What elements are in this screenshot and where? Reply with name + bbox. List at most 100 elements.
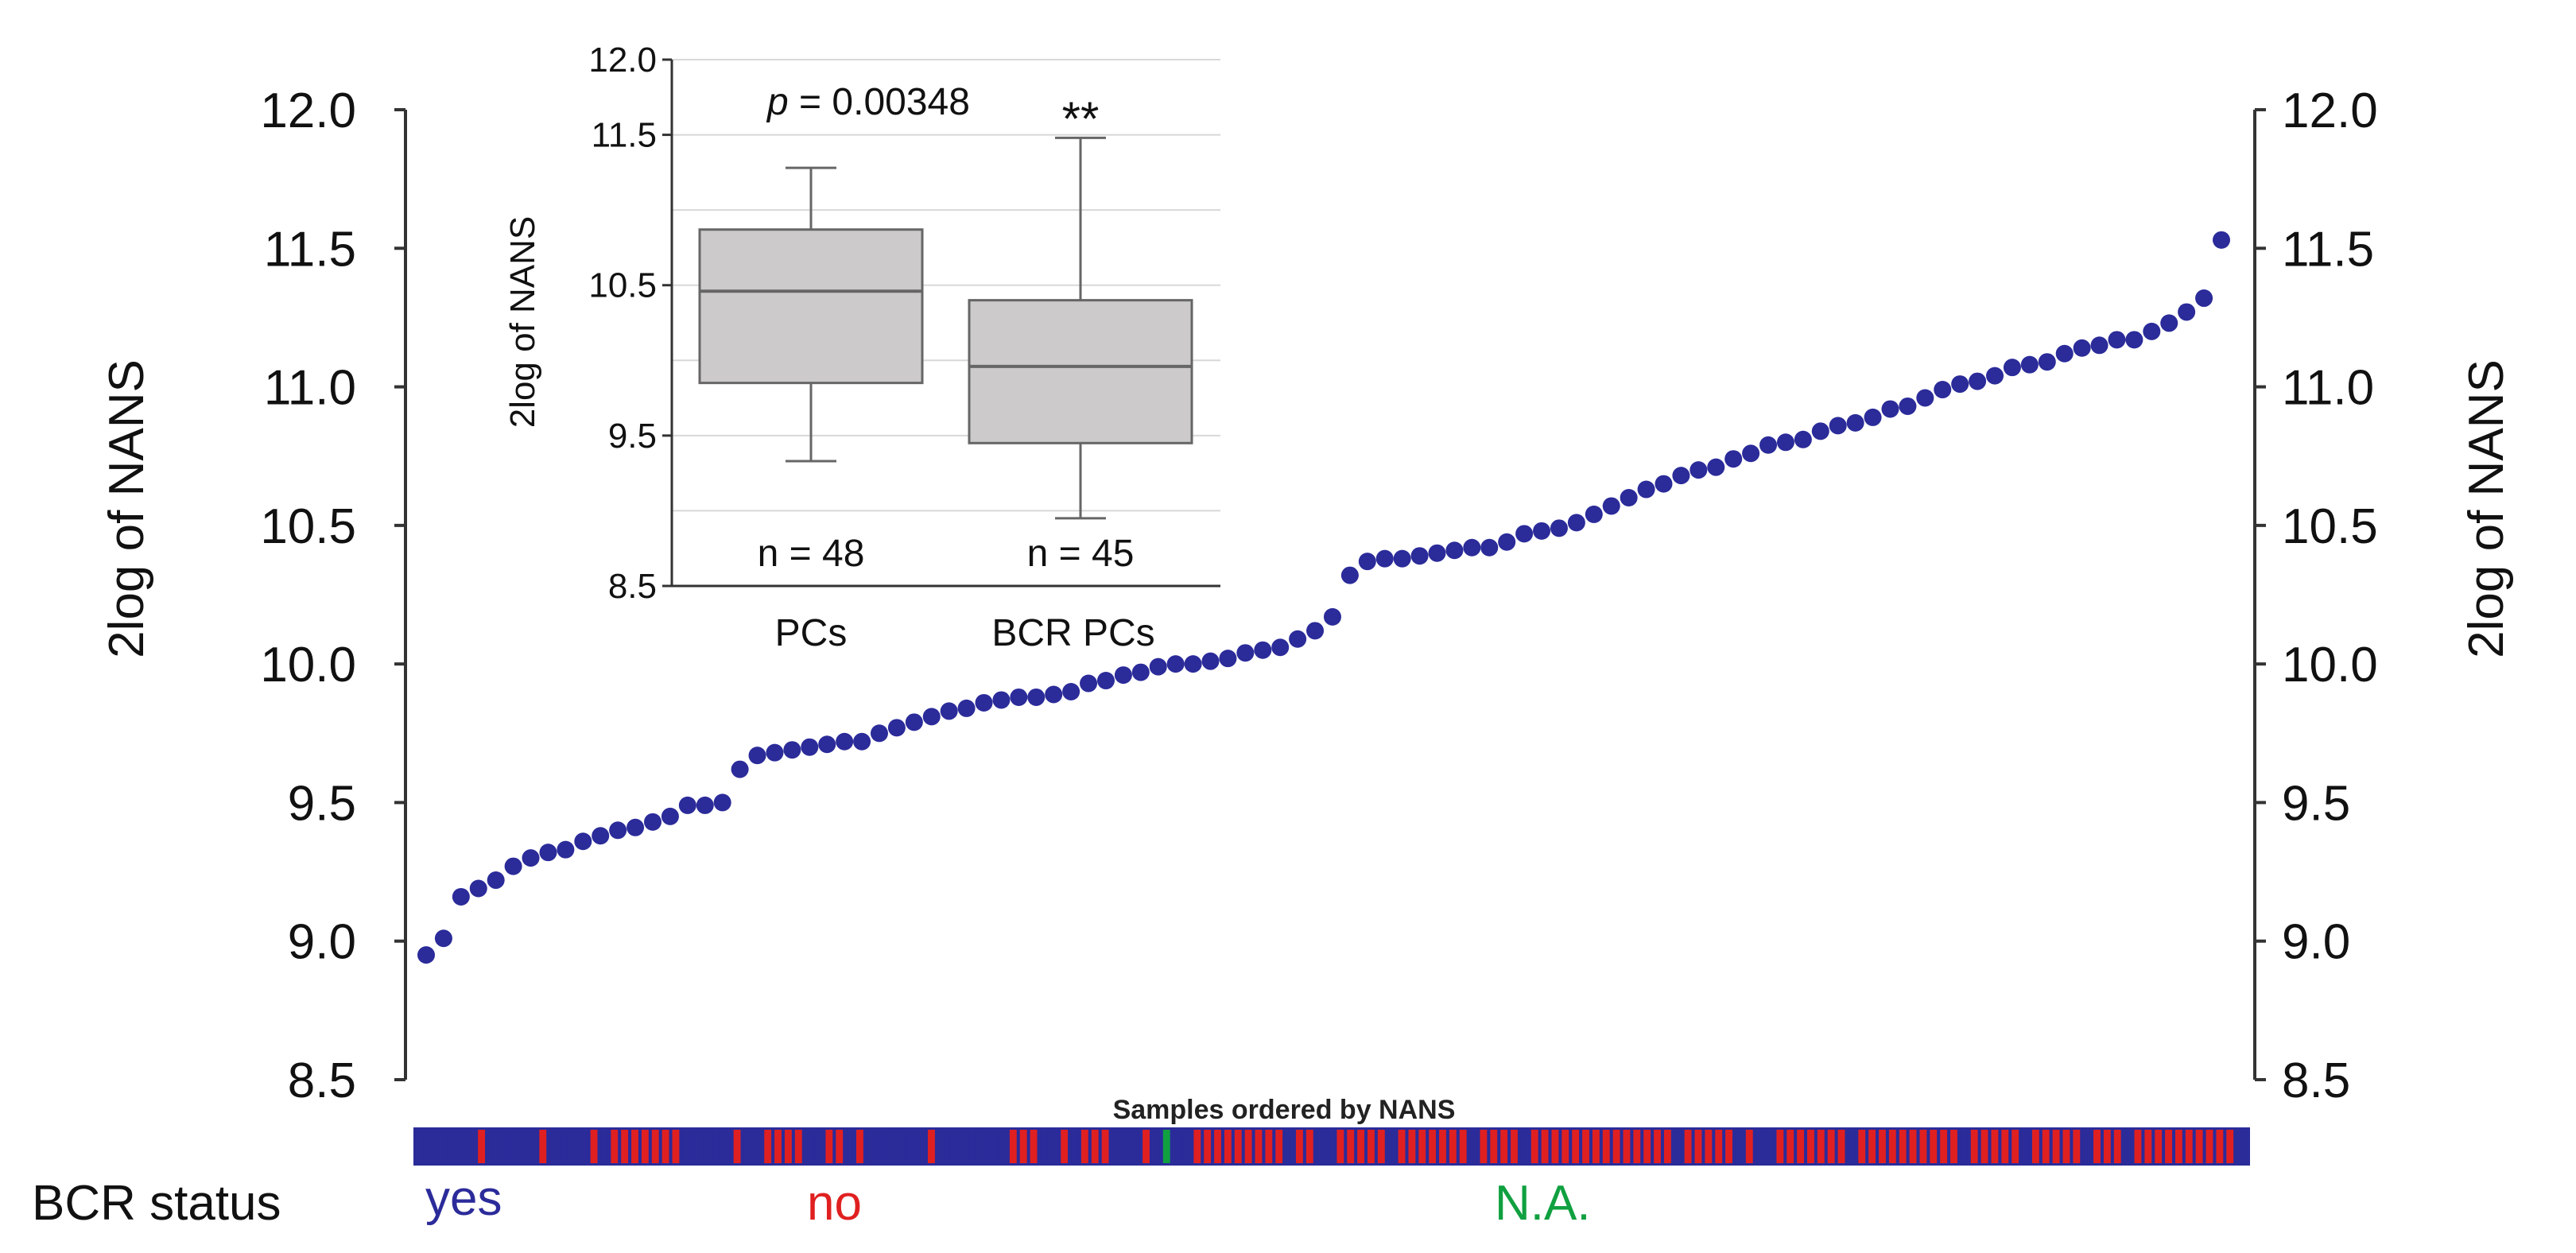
data-point — [1254, 641, 1272, 659]
status-cell — [928, 1130, 935, 1163]
status-cell — [508, 1130, 516, 1163]
status-cell — [1305, 1130, 1313, 1163]
status-cell — [580, 1130, 588, 1163]
status-cell — [1511, 1130, 1518, 1163]
status-cell — [2165, 1130, 2172, 1163]
status-cell — [457, 1130, 465, 1163]
box-0 — [698, 166, 924, 463]
data-point — [870, 724, 888, 743]
x-axis-label: Samples ordered by NANS — [1113, 1095, 1456, 1125]
data-point — [887, 719, 906, 737]
data-point — [1690, 461, 1708, 479]
status-cell — [1787, 1130, 1794, 1163]
status-cell — [1980, 1130, 1988, 1163]
data-point — [592, 827, 610, 845]
data-point — [1567, 514, 1585, 532]
data-point — [504, 857, 522, 875]
status-cell — [866, 1130, 874, 1163]
status-cell — [1183, 1130, 1191, 1163]
status-cell — [1715, 1130, 1723, 1163]
status-cell — [1336, 1130, 1344, 1163]
data-point — [1410, 547, 1429, 565]
status-cell — [651, 1130, 659, 1163]
status-cell — [2144, 1130, 2152, 1163]
status-cell — [600, 1130, 608, 1163]
status-cell — [611, 1130, 619, 1163]
status-cell — [774, 1130, 782, 1163]
status-cell — [1879, 1130, 1886, 1163]
status-cell — [1674, 1130, 1682, 1163]
status-cell — [948, 1130, 956, 1163]
box-body — [968, 299, 1193, 444]
data-point — [922, 708, 941, 726]
status-cell — [2155, 1130, 2163, 1163]
status-cell — [918, 1130, 925, 1163]
data-point — [1096, 672, 1115, 690]
data-point — [1045, 685, 1063, 704]
data-point — [1219, 650, 1237, 668]
status-cell — [1449, 1130, 1457, 1163]
status-cell — [2093, 1130, 2101, 1163]
left-tick-label: 9.0 — [288, 915, 356, 970]
data-points — [417, 231, 2230, 964]
status-cell — [1162, 1130, 1170, 1163]
data-point — [627, 818, 645, 836]
status-cell — [1592, 1130, 1600, 1163]
status-cell — [2031, 1130, 2039, 1163]
status-cell — [641, 1130, 649, 1163]
status-cell — [764, 1130, 772, 1163]
inset-y-axis-label: 2log of NANS — [503, 216, 542, 429]
right-y-axis-label: 2log of NANS — [2459, 359, 2514, 658]
status-cell — [1755, 1130, 1763, 1163]
data-point — [783, 741, 801, 759]
status-cell — [1071, 1130, 1078, 1163]
significance-marker: ** — [1062, 92, 1100, 145]
status-cell — [1909, 1130, 1917, 1163]
data-point — [1428, 544, 1446, 562]
right-tick-label: 9.5 — [2282, 776, 2350, 831]
inset-tick-label: 12.0 — [588, 41, 657, 80]
status-cell — [1970, 1130, 1978, 1163]
data-point — [766, 743, 784, 762]
right-tick-label: 8.5 — [2282, 1053, 2350, 1108]
data-point — [1375, 549, 1394, 568]
status-cell — [1807, 1130, 1814, 1163]
category-label-pcs: PCs — [775, 612, 848, 654]
status-cell — [1244, 1130, 1252, 1163]
data-point — [678, 796, 696, 814]
status-cell — [1623, 1130, 1631, 1163]
status-cell — [712, 1130, 720, 1163]
status-cell — [1551, 1130, 1559, 1163]
status-cell — [1091, 1130, 1099, 1163]
status-cell — [518, 1130, 526, 1163]
data-point — [1480, 538, 1499, 557]
status-cell — [1173, 1130, 1181, 1163]
status-cell — [1950, 1130, 1957, 1163]
data-point — [1149, 658, 1167, 676]
data-point — [713, 793, 731, 812]
status-cell — [2206, 1130, 2213, 1163]
status-cell — [1377, 1130, 1385, 1163]
status-cell — [498, 1130, 506, 1163]
status-cell — [1459, 1130, 1467, 1163]
box-body — [698, 228, 924, 385]
data-point — [1062, 683, 1080, 700]
data-point — [1724, 450, 1743, 468]
status-cell — [989, 1130, 997, 1163]
status-cell — [836, 1130, 844, 1163]
data-point — [1463, 538, 1481, 557]
data-point — [2178, 303, 2196, 321]
box-1 — [968, 136, 1193, 520]
data-point — [522, 849, 540, 867]
status-cell — [846, 1130, 853, 1163]
right-tick-label: 11.5 — [2282, 222, 2374, 277]
status-cell — [1111, 1130, 1119, 1163]
status-strip-cells — [417, 1130, 2244, 1163]
status-cell — [2226, 1130, 2234, 1163]
status-cell — [1357, 1130, 1365, 1163]
n-label-bcr-pcs: n = 45 — [1027, 533, 1135, 575]
status-cell — [478, 1130, 486, 1163]
status-cell — [1326, 1130, 1334, 1163]
p-value-label: p = 0.00348 — [766, 81, 970, 123]
